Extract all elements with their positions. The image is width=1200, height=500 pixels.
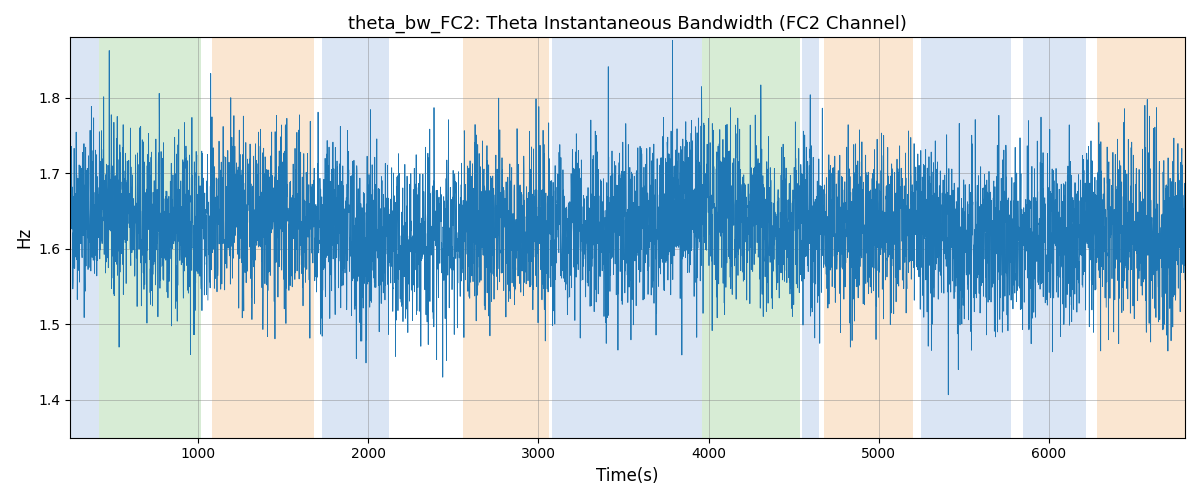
- Bar: [1097, 38, 1186, 438]
- Bar: [100, 38, 202, 438]
- Y-axis label: Hz: Hz: [14, 227, 32, 248]
- Bar: [211, 38, 313, 438]
- Bar: [922, 38, 1012, 438]
- Bar: [552, 38, 702, 438]
- Bar: [1024, 38, 1086, 438]
- Bar: [824, 38, 913, 438]
- Bar: [802, 38, 820, 438]
- X-axis label: Time(s): Time(s): [596, 467, 659, 485]
- Bar: [463, 38, 548, 438]
- Bar: [702, 38, 800, 438]
- Bar: [323, 38, 389, 438]
- Title: theta_bw_FC2: Theta Instantaneous Bandwidth (FC2 Channel): theta_bw_FC2: Theta Instantaneous Bandwi…: [348, 15, 907, 34]
- Bar: [71, 38, 100, 438]
